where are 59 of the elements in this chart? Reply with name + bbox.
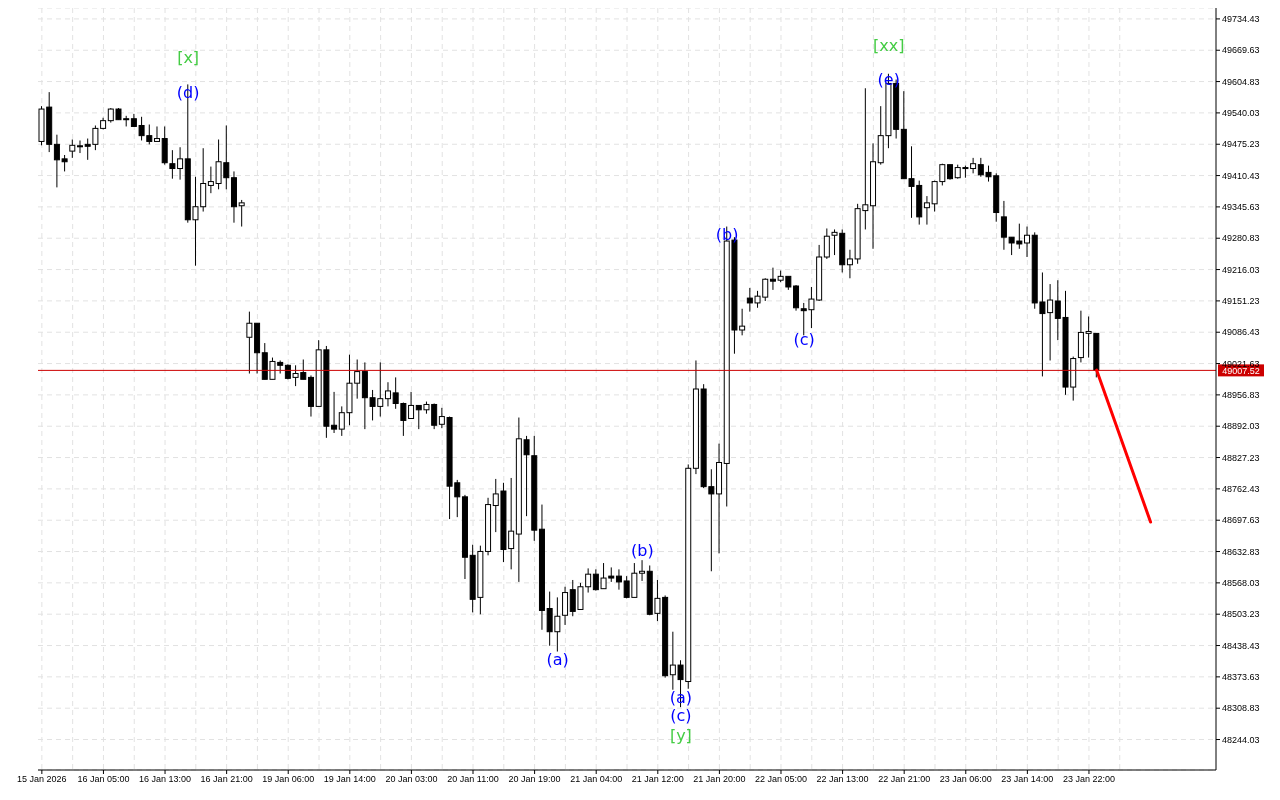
y-tick-label: 48244.03	[1222, 734, 1260, 745]
candlestick	[615, 568, 622, 591]
y-tick-label: 49410.43	[1222, 170, 1260, 181]
y-tick-label: 49604.83	[1222, 76, 1260, 87]
candlestick	[69, 139, 76, 159]
x-tick-label: 16 Jan 21:00	[200, 774, 253, 785]
x-tick-label: 21 Jan 04:00	[570, 774, 623, 785]
x-tick-label: 23 Jan 22:00	[1062, 774, 1115, 785]
x-tick-label: 20 Jan 11:00	[447, 774, 499, 785]
candlestick	[77, 139, 83, 154]
candlestick	[384, 381, 391, 407]
y-tick-label: 49345.63	[1222, 202, 1260, 213]
x-tick-label: 19 Jan 06:00	[262, 774, 315, 785]
candlestick	[793, 284, 800, 312]
y-tick-label: 48568.03	[1222, 578, 1260, 589]
candlestick	[639, 559, 646, 582]
x-tick-label: 16 Jan 13:00	[139, 774, 192, 785]
annotation: (c)	[792, 330, 816, 351]
y-tick-label: 49540.03	[1222, 108, 1260, 119]
x-tick-label: 22 Jan 13:00	[816, 774, 869, 785]
x-tick-label: 22 Jan 05:00	[754, 774, 808, 785]
x-tick-label: 21 Jan 20:00	[693, 774, 746, 785]
x-tick-label: 23 Jan 06:00	[939, 774, 992, 785]
annotation: [xx]	[872, 36, 906, 57]
y-tick-label: 48956.83	[1222, 390, 1260, 401]
x-tick-label: 20 Jan 03:00	[385, 774, 438, 785]
y-tick-label: 48892.03	[1222, 421, 1260, 432]
y-tick-label: 49734.43	[1222, 14, 1260, 25]
candlestick	[238, 199, 245, 228]
y-tick-label: 48503.23	[1222, 609, 1260, 620]
y-tick-label: 49216.03	[1222, 264, 1260, 275]
x-tick-label: 19 Jan 14:00	[323, 774, 376, 785]
annotation: [y]	[668, 725, 693, 746]
y-tick-label: 48308.83	[1222, 703, 1260, 714]
y-tick-label: 49475.23	[1222, 139, 1260, 150]
candlestick	[153, 125, 160, 142]
y-tick-label: 49280.83	[1222, 233, 1260, 244]
y-tick-label: 48438.43	[1222, 640, 1260, 651]
y-tick-label: 49086.43	[1222, 327, 1260, 338]
x-tick-label: 15 Jan 2026	[17, 774, 67, 785]
y-tick-label: 49151.23	[1222, 296, 1260, 307]
candlestick	[1024, 226, 1031, 258]
y-tick-label: 49669.63	[1222, 45, 1260, 56]
y-tick-label: 48632.83	[1222, 546, 1260, 557]
y-tick-label: 48827.23	[1222, 452, 1260, 463]
x-tick-label: 23 Jan 14:00	[1001, 774, 1054, 785]
annotation: (c)	[669, 705, 693, 726]
y-tick-label: 48697.63	[1222, 515, 1260, 526]
x-tick-label: 21 Jan 12:00	[631, 774, 684, 785]
y-tick-label: 48762.43	[1222, 484, 1260, 495]
annotation: (a)	[545, 650, 570, 671]
y-tick-label: 48373.63	[1222, 672, 1260, 683]
annotation: (b)	[630, 541, 655, 562]
annotation: [x]	[176, 48, 201, 69]
x-tick-label: 20 Jan 19:00	[508, 774, 561, 785]
x-tick-label: 22 Jan 21:00	[878, 774, 931, 785]
candlestick	[823, 227, 830, 260]
x-tick-label: 16 Jan 05:00	[77, 774, 130, 785]
candlestick	[562, 586, 569, 626]
